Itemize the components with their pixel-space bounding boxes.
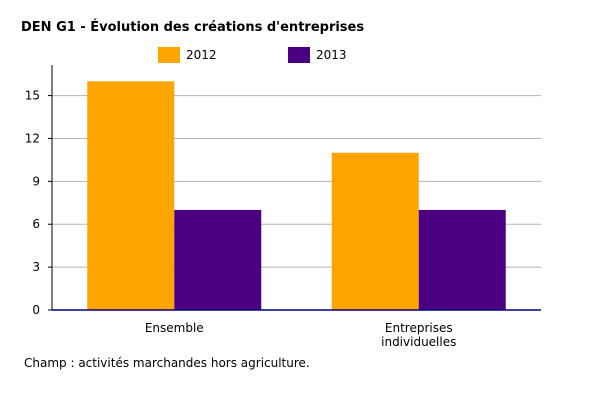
y-tick-label: 15 — [25, 89, 40, 103]
legend-swatch-2012 — [158, 47, 180, 63]
legend: 2012 2013 — [0, 46, 600, 64]
bar-2012-2 — [331, 152, 419, 310]
y-tick-label: 3 — [32, 260, 40, 274]
y-tick-label: 12 — [25, 131, 40, 145]
y-tick-label: 0 — [32, 303, 40, 317]
bar-2013-2 — [418, 209, 506, 310]
x-category-label: Ensemble — [145, 321, 204, 335]
bar-2012-1 — [87, 81, 175, 310]
scope-note: Champ : activités marchandes hors agricu… — [24, 356, 310, 370]
x-category-label: Entreprises — [385, 321, 453, 335]
x-category-label: individuelles — [381, 335, 456, 349]
legend-swatch-2013 — [288, 47, 310, 63]
chart-title: DEN G1 - Évolution des créations d'entre… — [21, 20, 365, 35]
y-tick-label: 6 — [32, 217, 40, 231]
legend-item-2012: 2012 — [158, 46, 217, 64]
y-tick-label: 9 — [32, 174, 40, 188]
legend-label-2013: 2013 — [316, 48, 347, 62]
legend-label-2012: 2012 — [186, 48, 217, 62]
legend-item-2013: 2013 — [288, 46, 347, 64]
bar-2013-1 — [174, 209, 262, 310]
